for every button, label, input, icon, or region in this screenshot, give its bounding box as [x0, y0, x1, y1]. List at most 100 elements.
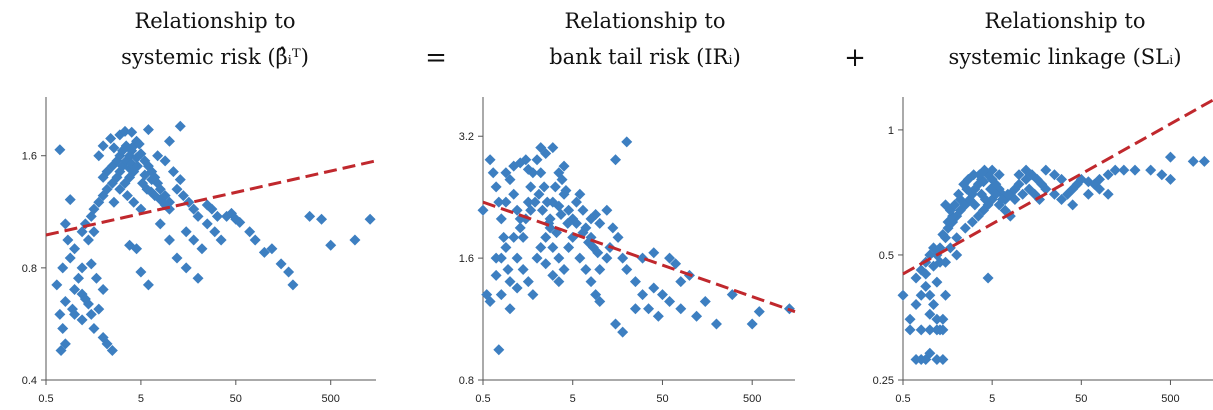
data-point — [951, 249, 963, 261]
data-point — [949, 199, 961, 211]
data-point — [540, 258, 552, 270]
data-point — [146, 174, 158, 186]
data-point — [477, 204, 489, 216]
x-tick-label: 0.5 — [38, 393, 53, 405]
data-point — [105, 132, 117, 144]
x-tick-label: 50 — [1075, 393, 1087, 405]
data-point — [897, 289, 909, 301]
data-point — [159, 155, 171, 167]
data-point — [101, 338, 113, 350]
data-point — [62, 234, 74, 246]
data-point — [675, 303, 687, 315]
data-point — [585, 276, 597, 288]
data-point — [59, 295, 71, 307]
data-point — [495, 213, 507, 225]
data-point — [570, 217, 582, 229]
data-point — [610, 318, 622, 330]
data-point — [128, 196, 140, 208]
data-point — [349, 234, 361, 246]
data-point — [258, 246, 270, 258]
data-point — [612, 231, 624, 243]
data-point — [1094, 183, 1106, 195]
data-point — [69, 243, 81, 255]
trend-line — [482, 200, 796, 314]
y-tick-label: 0.25 — [873, 375, 894, 387]
data-point — [931, 354, 943, 366]
data-point — [543, 217, 555, 229]
data-point — [910, 298, 922, 310]
x-tick-label: 5 — [138, 393, 144, 405]
data-point — [629, 276, 641, 288]
data-point — [511, 282, 523, 294]
data-point — [180, 262, 192, 274]
data-point — [244, 226, 256, 238]
data-point — [1198, 155, 1210, 167]
x-tick-label: 5 — [570, 393, 576, 405]
data-point — [97, 140, 109, 152]
data-point — [920, 268, 932, 280]
data-point — [126, 126, 138, 138]
data-point — [215, 234, 227, 246]
data-point — [1164, 173, 1176, 185]
data-point — [535, 241, 547, 253]
data-point — [490, 252, 502, 264]
x-tick-label: 500 — [1161, 393, 1179, 405]
data-point — [924, 347, 936, 359]
data-point — [594, 263, 606, 275]
data-point — [953, 188, 965, 200]
data-point — [167, 166, 179, 178]
data-point — [637, 252, 649, 264]
data-point — [504, 276, 516, 288]
data-point — [580, 263, 592, 275]
data-point — [117, 145, 129, 157]
data-point — [275, 258, 287, 270]
data-point — [1056, 173, 1068, 185]
data-point — [594, 296, 606, 308]
data-point — [656, 289, 668, 301]
data-point — [536, 204, 548, 216]
data-point — [590, 209, 602, 221]
data-point — [171, 252, 183, 264]
data-point — [504, 174, 516, 186]
data-point — [517, 231, 529, 243]
data-point — [90, 272, 102, 284]
data-point — [924, 289, 936, 301]
data-point — [493, 344, 505, 356]
data-point — [558, 160, 570, 172]
data-point — [664, 296, 676, 308]
chart-panel-bank-tail-risk: Relationship to bank tail risk (IRᵢ) 0.8… — [459, 9, 796, 405]
data-point — [59, 218, 71, 230]
data-point — [1067, 199, 1079, 211]
data-point — [1164, 151, 1176, 163]
data-point — [487, 167, 499, 179]
x-tick-label: 500 — [743, 393, 761, 405]
y-tick-label: 0.5 — [879, 250, 894, 262]
data-point — [249, 234, 261, 246]
x-tick-label: 50 — [656, 393, 668, 405]
data-point — [142, 124, 154, 136]
data-point — [514, 157, 526, 169]
data-point — [131, 160, 143, 172]
data-point — [69, 283, 81, 295]
data-point — [617, 326, 629, 338]
data-point — [1145, 164, 1157, 176]
data-point — [121, 190, 133, 202]
data-point — [562, 217, 574, 229]
data-point — [97, 283, 109, 295]
data-point — [522, 276, 534, 288]
data-point — [928, 260, 940, 272]
data-point — [152, 150, 164, 162]
data-point — [643, 303, 655, 315]
data-point — [88, 322, 100, 334]
data-point — [1082, 188, 1094, 200]
y-tick-label: 3.2 — [459, 131, 474, 143]
data-point — [114, 183, 126, 195]
data-point — [915, 324, 927, 336]
x-tick-label: 0.5 — [475, 393, 490, 405]
data-point — [1013, 178, 1025, 190]
data-point — [525, 204, 537, 216]
data-point — [88, 203, 100, 215]
data-point — [206, 203, 218, 215]
data-point — [924, 308, 936, 320]
data-point — [978, 176, 990, 188]
